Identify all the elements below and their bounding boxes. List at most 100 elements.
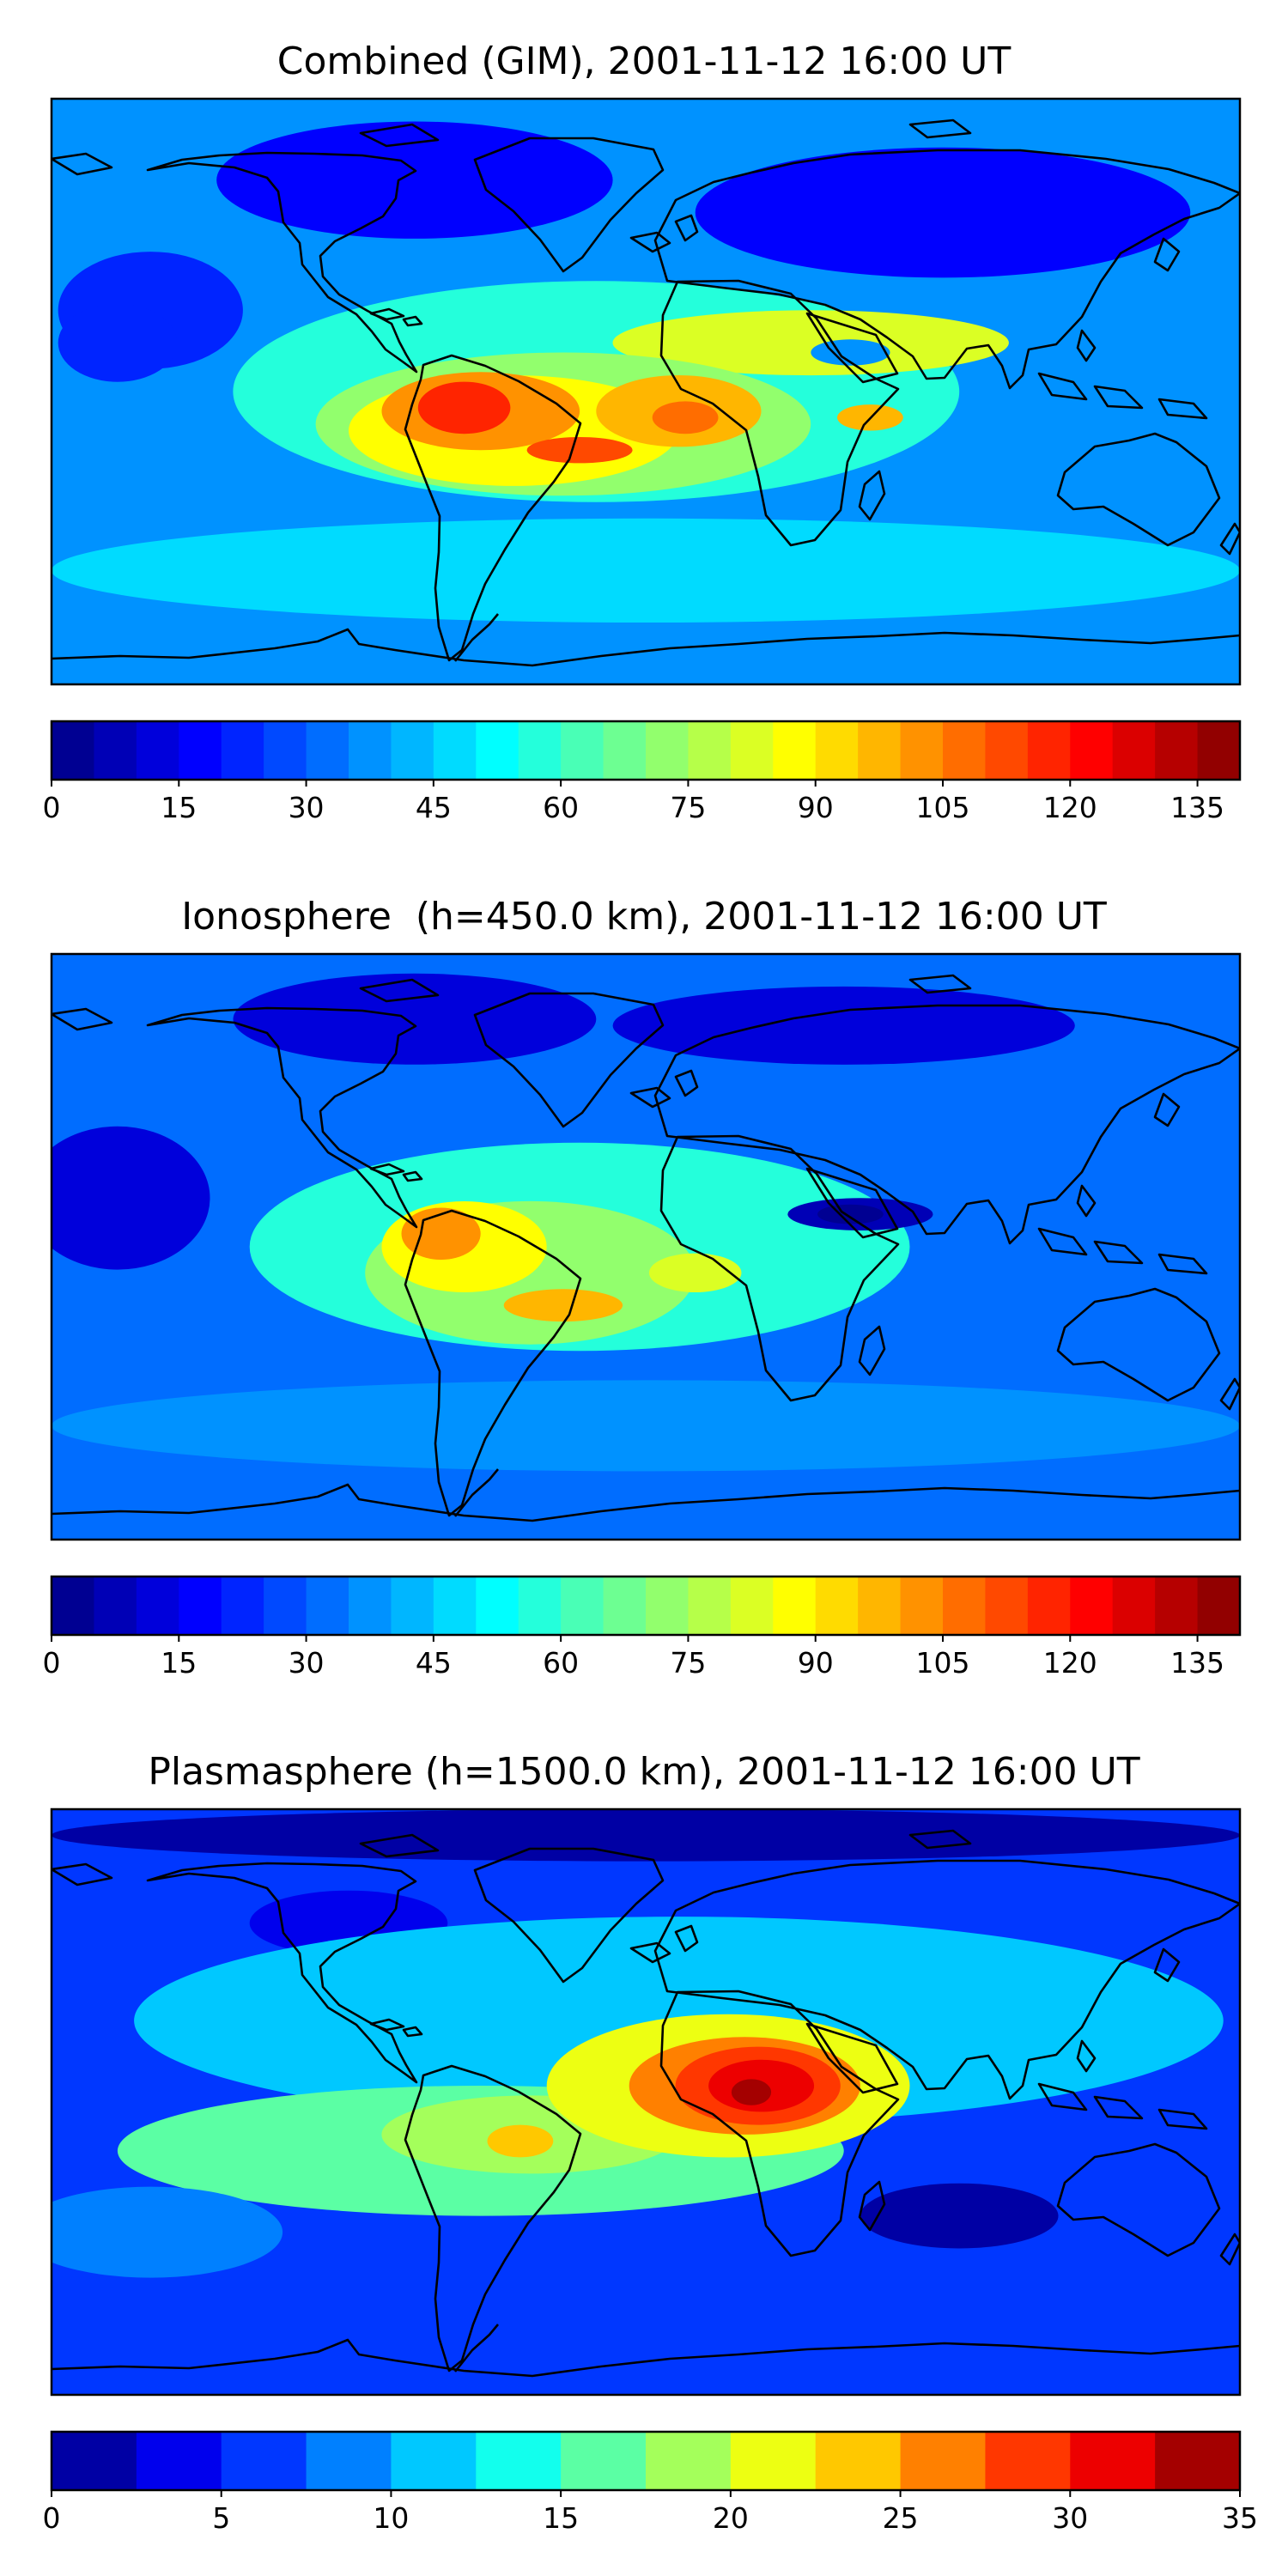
colorbar-tick-label: 75 [670, 791, 706, 824]
colorbar-segment [730, 1577, 774, 1635]
colorbar-tick-label: 30 [1052, 2501, 1088, 2535]
colorbar-segment [349, 721, 392, 780]
colorbar-tick-label: 0 [43, 2501, 61, 2535]
colorbar-segment [264, 1577, 307, 1635]
colorbar-segment [476, 1577, 519, 1635]
colorbar-tick-label: 10 [373, 2501, 409, 2535]
colorbar-segment [1155, 2432, 1241, 2490]
colorbar-segment [985, 1577, 1029, 1635]
colorbar-segment [94, 721, 137, 780]
contour-region [695, 147, 1191, 278]
map-frame [50, 952, 1242, 1541]
colorbar-tick-label: 30 [289, 1646, 325, 1680]
colorbar-tick-label: 135 [1170, 791, 1224, 824]
contour-region [652, 401, 719, 434]
contour-region [52, 1126, 210, 1270]
colorbar-tick-label: 120 [1043, 791, 1097, 824]
colorbar-segment [900, 721, 944, 780]
combined-gim-map [50, 97, 1242, 686]
contour-region [233, 973, 597, 1065]
colorbar-segment [1070, 721, 1114, 780]
colorbar-segment [52, 2432, 137, 2490]
colorbar-segment [221, 721, 264, 780]
colorbar-segment [476, 721, 519, 780]
contour-region [503, 1289, 623, 1322]
contour-region [811, 339, 890, 366]
colorbar-segment [264, 721, 307, 780]
ionosphere-colorbar: 0 15 30 45 60 75 90 105 120 135 [43, 1575, 1242, 1680]
colorbar-tick-label: 0 [43, 791, 61, 824]
colorbar-segment [221, 1577, 264, 1635]
colorbar-segment [136, 721, 179, 780]
colorbar-segment [688, 721, 732, 780]
colorbar-segment [1112, 721, 1156, 780]
contour-region [526, 437, 633, 464]
colorbar-segment [1197, 1577, 1241, 1635]
colorbar-segment [858, 721, 902, 780]
ionosphere-map [50, 952, 1242, 1541]
plasmasphere-panel: Plasmasphere (h=1500.0 km), 2001-11-12 1… [43, 1750, 1259, 2535]
colorbar-segment [943, 1577, 987, 1635]
colorbar-segment [603, 721, 647, 780]
colorbar-tick-label: 45 [416, 1646, 452, 1680]
colorbar-segment [306, 2432, 392, 2490]
colorbar-segment [136, 1577, 179, 1635]
colorbar-segment [433, 721, 477, 780]
map-frame [50, 1807, 1242, 2397]
colorbar-segment [561, 721, 605, 780]
colorbar-tick-label: 25 [883, 2501, 919, 2535]
colorbar-segment [306, 1577, 349, 1635]
plasmasphere-colorbar: 0 5 10 15 20 25 30 35 [43, 2430, 1258, 2535]
contour-region [52, 1809, 1240, 1862]
combined-gim-title: Combined (GIM), 2001-11-12 16:00 UT [277, 39, 1012, 83]
colorbar-segment [52, 721, 95, 780]
colorbar-tick-label: 75 [670, 1646, 706, 1680]
contour-region [817, 1204, 884, 1224]
combined-gim-colorbar: 0 15 30 45 60 75 90 105 120 135 [43, 720, 1242, 824]
ionosphere-panel: Ionosphere (h=450.0 km), 2001-11-12 16:0… [43, 895, 1242, 1680]
colorbar-segment [646, 1577, 690, 1635]
contour-region [401, 1207, 481, 1261]
colorbar-segment [179, 721, 222, 780]
contour-region [648, 1253, 742, 1292]
contour-region [487, 2124, 554, 2158]
map-frame [50, 97, 1242, 686]
colorbar-segment [688, 1577, 732, 1635]
colorbar-segment [221, 2432, 307, 2490]
colorbar-segment [136, 2432, 222, 2490]
colorbar-segment [1112, 1577, 1156, 1635]
colorbar-segment [1155, 1577, 1199, 1635]
contour-region [417, 381, 511, 434]
colorbar-segment [52, 1577, 95, 1635]
colorbar-segment [815, 721, 859, 780]
colorbar-segment [433, 1577, 477, 1635]
contour-region [58, 303, 178, 382]
colorbar-segment [730, 721, 774, 780]
colorbar-tick-label: 120 [1043, 1646, 1097, 1680]
colorbar-tick-label: 105 [916, 791, 970, 824]
colorbar-segment [391, 2432, 477, 2490]
colorbar-tick-label: 30 [289, 791, 325, 824]
colorbar-segment [646, 721, 690, 780]
contour-region [612, 310, 1009, 376]
colorbar-segment [773, 1577, 817, 1635]
colorbar-tick-label: 60 [543, 1646, 579, 1680]
colorbar-segment [900, 1577, 944, 1635]
colorbar-segment [1155, 721, 1199, 780]
colorbar-segment [179, 1577, 222, 1635]
colorbar-tick-label: 105 [916, 1646, 970, 1680]
colorbar-segment [476, 2432, 562, 2490]
colorbar-segment [94, 1577, 137, 1635]
colorbar-segment [1070, 2432, 1156, 2490]
contour-region [731, 2079, 772, 2105]
colorbar-tick-label: 135 [1170, 1646, 1224, 1680]
colorbar-segment [561, 2432, 647, 2490]
colorbar-tick-label: 20 [713, 2501, 749, 2535]
colorbar-segment [773, 721, 817, 780]
colorbar-segment [518, 1577, 562, 1635]
colorbar-segment [985, 721, 1029, 780]
colorbar-tick-label: 90 [798, 791, 834, 824]
contour-region [216, 121, 613, 239]
contour-region [52, 518, 1240, 623]
